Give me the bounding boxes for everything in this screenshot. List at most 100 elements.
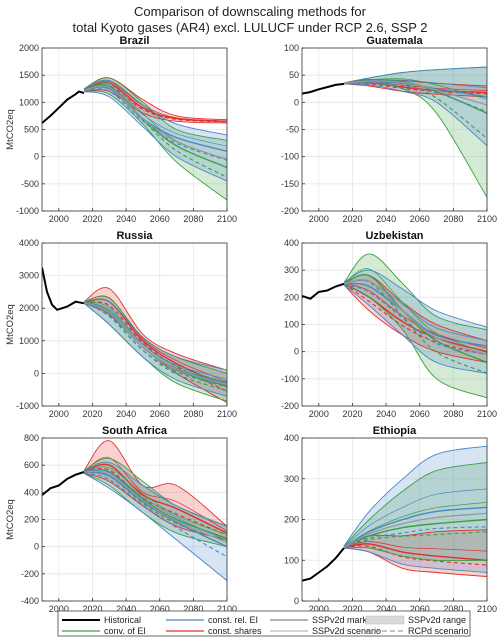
- y-tick-label: 400: [24, 487, 39, 497]
- legend-item-ssp-marker: SSPv2d marker: [270, 615, 375, 625]
- line-conv-of-ei-upper: [83, 77, 227, 141]
- line-const-rel-ei-scenario-a: [83, 302, 227, 380]
- line-historical: [302, 82, 345, 95]
- line-ssp-marker: [343, 278, 487, 356]
- band-const-rel-ei: [344, 446, 487, 573]
- panel-brazil: 2000 2020 2040 2060 2080 2100 -1000 -500 0 500 100…: [5, 35, 237, 224]
- line-conv-of-ei-lower: [343, 546, 487, 562]
- y-tick-label: 0: [34, 542, 39, 552]
- y-tick-label: 0: [294, 596, 299, 606]
- y-tick-label: 100: [284, 320, 299, 330]
- y-tick-label: 0: [34, 368, 39, 378]
- band-conv-of-ei: [344, 253, 487, 398]
- y-tick-label: -200: [21, 569, 39, 579]
- legend-label: SSPv2d range: [408, 615, 466, 625]
- line-ssp-marker: [343, 80, 487, 106]
- line-const-rel-ei-lower: [83, 472, 227, 581]
- y-tick-label: -500: [21, 179, 39, 189]
- x-tick-label: 2040: [116, 214, 136, 224]
- x-tick-label: 2040: [376, 409, 396, 419]
- legend-item-rcp: RCPd scenario: [366, 626, 469, 636]
- band-conv-of-ei: [344, 67, 487, 198]
- line-const-shares-rcp: [83, 467, 227, 536]
- x-tick-label: 2060: [410, 214, 430, 224]
- y-tick-label: -50: [286, 125, 299, 135]
- plot-content: [302, 253, 487, 399]
- legend-item-ssp-scenario: SSPv2d scenario: [270, 626, 381, 636]
- legend-label: SSPv2d scenario: [312, 626, 381, 636]
- line-const-rel-ei-lower: [343, 284, 487, 374]
- x-tick-label: 2080: [443, 604, 463, 614]
- axes-frame: [41, 242, 228, 407]
- line-const-rel-ei-scenario-a: [83, 469, 227, 541]
- line-const-rel-ei-upper: [83, 79, 227, 136]
- legend-label: SSPv2d marker: [312, 615, 375, 625]
- x-tick-label: 2060: [150, 604, 170, 614]
- y-tick-label: 2000: [19, 303, 39, 313]
- y-tick-label: 1000: [19, 336, 39, 346]
- line-const-rel-ei-marker: [83, 471, 227, 548]
- line-conv-of-ei-scenario-a: [83, 466, 227, 536]
- line-const-rel-ei-upper: [343, 66, 487, 84]
- line-const-rel-ei-scenario-a: [343, 279, 487, 341]
- line-const-shares-marker: [83, 463, 227, 534]
- line-const-shares-scenario-a: [343, 282, 487, 349]
- x-tick-label: 2080: [183, 214, 203, 224]
- x-tick-label: 2060: [150, 409, 170, 419]
- panel-title: Uzbekistan: [365, 230, 423, 242]
- line-const-shares-marker: [343, 543, 487, 561]
- x-tick-label: 2040: [376, 214, 396, 224]
- panel-russia: 2000 2020 2040 2060 2080 2100 -1000 0 1000 2000 30…: [5, 230, 237, 419]
- panel-title: South Africa: [102, 425, 168, 437]
- y-tick-label: -150: [281, 179, 299, 189]
- x-tick-label: 2000: [49, 409, 69, 419]
- line-historical: [42, 267, 85, 311]
- x-tick-label: 2000: [309, 409, 329, 419]
- line-const-rel-ei-rcp: [343, 283, 487, 355]
- y-tick-label: -1000: [16, 401, 39, 411]
- line-const-shares-marker: [83, 82, 227, 122]
- line-const-rel-ei-scenario-a: [343, 488, 487, 548]
- panel-ethiopia: 2000 2020 2040 2060 2080 2100 0 100 200 300 400 Eth…: [284, 425, 497, 627]
- x-tick-label: 2020: [342, 604, 362, 614]
- line-const-rel-ei-lower: [343, 547, 487, 573]
- y-tick-label: 200: [284, 292, 299, 302]
- y-tick-label: 100: [284, 43, 299, 53]
- y-tick-label: -200: [281, 206, 299, 216]
- x-tick-label: 2080: [183, 604, 203, 614]
- legend-item-range: SSPv2d range: [365, 615, 466, 625]
- y-tick-label: 4000: [19, 238, 39, 248]
- panel-title: Ethiopia: [373, 425, 417, 437]
- band-conv-of-ei: [84, 77, 227, 201]
- line-const-shares-scenario-a: [83, 456, 227, 532]
- y-tick-label: 400: [284, 238, 299, 248]
- y-tick-label: -100: [281, 152, 299, 162]
- line-const-rel-ei-rcp: [83, 88, 227, 161]
- band-const-shares: [344, 529, 487, 577]
- x-tick-label: 2000: [309, 604, 329, 614]
- x-tick-label: 2020: [82, 214, 102, 224]
- x-tick-label: 2060: [410, 604, 430, 614]
- x-tick-label: 2040: [116, 409, 136, 419]
- legend-label: const. rel. EI: [208, 615, 258, 625]
- line-ssp-marker: [83, 85, 227, 161]
- line-conv-of-ei-upper: [343, 462, 487, 547]
- y-tick-label: -1000: [16, 206, 39, 216]
- line-conv-of-ei-lower: [343, 284, 487, 399]
- line-const-shares-rcp: [343, 545, 487, 566]
- y-tick-label: -100: [281, 374, 299, 384]
- line-const-rel-ei-lower: [83, 302, 227, 397]
- legend-label: Historical: [104, 615, 141, 625]
- x-tick-label: 2000: [49, 214, 69, 224]
- plot-content: [42, 77, 227, 201]
- figure-title-line-1: Comparison of downscaling methods for: [134, 4, 367, 19]
- legend-item-conv-of-ei: conv. of EI: [62, 626, 146, 636]
- line-const-shares-rcp: [343, 283, 487, 356]
- y-tick-label: 0: [34, 152, 39, 162]
- figure-title-line-2: total Kyoto gases (AR4) excl. LULUCF und…: [72, 20, 427, 35]
- y-tick-label: 1500: [19, 70, 39, 80]
- line-const-rel-ei-rcp: [343, 82, 487, 113]
- plot-content: [42, 267, 227, 404]
- x-tick-label: 2020: [342, 409, 362, 419]
- line-const-rel-ei-scenario-a: [83, 84, 227, 147]
